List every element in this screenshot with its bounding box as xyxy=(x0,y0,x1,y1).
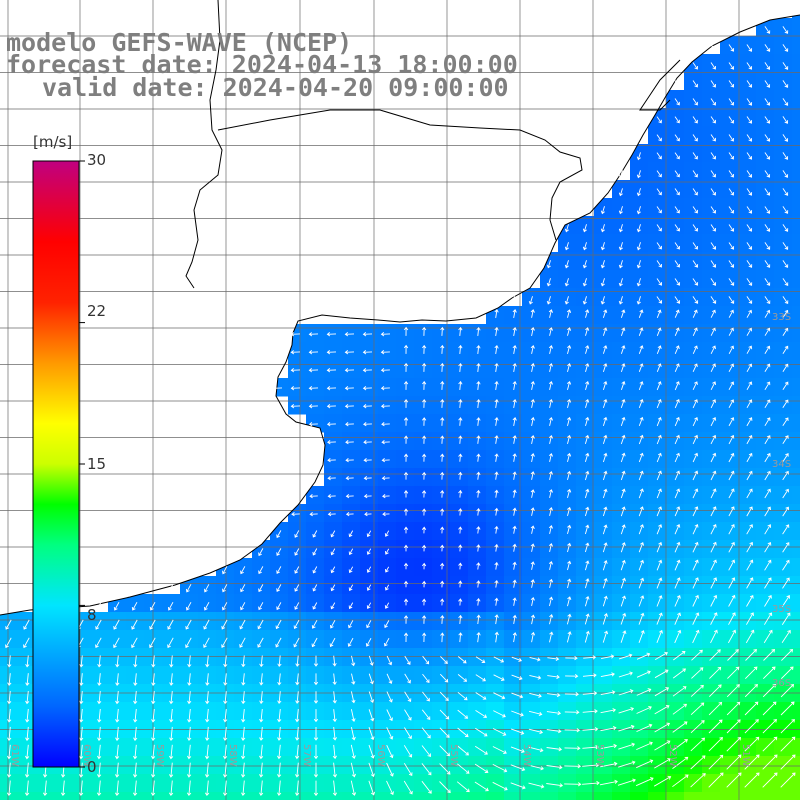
longitude-labels: 61W 60W 59W 58W 57W 56W 55W 54W 53W 52W 51W xyxy=(9,744,751,767)
colorbar xyxy=(32,160,85,768)
latitude-label: 36S xyxy=(772,678,791,689)
latitude-label: 34S xyxy=(772,459,791,470)
longitude-label: 51W xyxy=(740,744,751,767)
colorbar-tick-label: 22 xyxy=(87,302,107,320)
longitude-label: 56W xyxy=(375,744,386,767)
colorbar-tick-label: 30 xyxy=(87,151,107,169)
longitude-label: 60W xyxy=(81,744,92,767)
land-mass xyxy=(0,0,800,615)
title-forecast-date: forecast date: 2024-04-13 18:00:00 xyxy=(6,50,518,79)
longitude-label: 61W xyxy=(9,744,20,767)
longitude-label: 53W xyxy=(594,744,605,767)
longitude-label: 57W xyxy=(301,744,312,767)
longitude-label: 52W xyxy=(667,744,678,767)
colorbar-gradient xyxy=(32,160,80,768)
latitude-label: 33S xyxy=(772,312,791,323)
colorbar-tick-label: 8 xyxy=(87,606,97,624)
country-border xyxy=(185,0,681,289)
colorbar-unit: [m/s] xyxy=(33,133,73,151)
wind-arrows xyxy=(5,26,796,797)
longitude-label: 59W xyxy=(154,744,165,767)
colorbar-tick-label: 0 xyxy=(87,758,97,776)
latitude-label: 35S xyxy=(772,604,791,615)
latitude-labels: 33S 34S 35S 36S xyxy=(772,312,791,689)
colorbar-tick-label: 15 xyxy=(87,455,107,473)
coastline xyxy=(0,14,800,616)
longitude-label: 58W xyxy=(227,744,238,767)
colorbar-ticks xyxy=(79,160,85,768)
longitude-label: 55W xyxy=(448,744,459,767)
longitude-label: 54W xyxy=(521,744,532,767)
title-valid-date: valid date: 2024-04-20 09:00:00 xyxy=(42,73,509,102)
title-model: modelo GEFS-WAVE (NCEP) xyxy=(6,28,353,57)
